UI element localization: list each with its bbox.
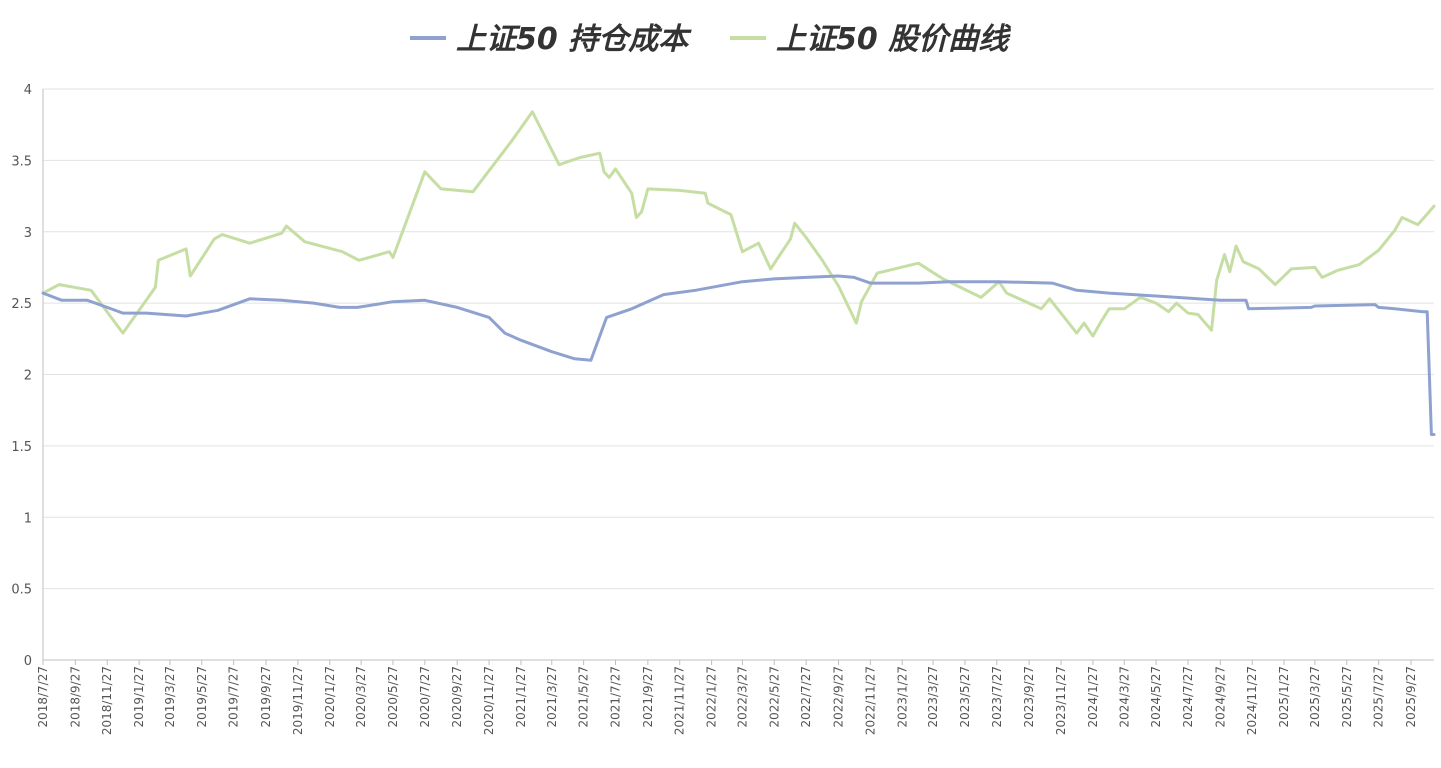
legend: 上证50 持仓成本 上证50 股价曲线 (410, 22, 1012, 57)
y-tick-label: 0 (24, 654, 32, 669)
x-tick-label: 2023/7/27 (990, 666, 1004, 728)
x-tick-label: 2019/3/27 (163, 666, 177, 728)
y-tick-label: 1.5 (11, 440, 32, 455)
x-tick-label: 2021/3/27 (545, 666, 559, 728)
y-tick-label: 4 (24, 83, 32, 98)
series-line-cost (41, 274, 1436, 436)
x-tick-label: 2024/5/27 (1149, 666, 1163, 728)
x-tick-label: 2023/1/27 (895, 666, 909, 728)
x-tick-label: 2020/1/27 (323, 666, 337, 728)
y-tick-label: 3.5 (11, 154, 32, 169)
x-tick-label: 2018/7/27 (36, 666, 50, 728)
x-tick-label: 2020/9/27 (450, 666, 464, 728)
x-tick-label: 2020/11/27 (482, 666, 496, 735)
x-tick-label: 2021/1/27 (514, 666, 528, 728)
series-line-price (41, 110, 1436, 338)
x-tick-label: 2019/9/27 (259, 666, 273, 728)
legend-label-price: 上证50 股价曲线 (776, 22, 1012, 57)
x-tick-label: 2022/11/27 (863, 666, 877, 735)
x-tick-label: 2021/5/27 (577, 666, 591, 728)
x-tick-label: 2022/1/27 (705, 666, 719, 728)
x-tick-label: 2024/1/27 (1086, 666, 1100, 728)
x-tick-label: 2022/3/27 (735, 666, 749, 728)
x-tick-label: 2019/7/27 (227, 666, 241, 728)
x-tick-label: 2025/7/27 (1372, 666, 1386, 728)
legend-label-cost: 上证50 持仓成本 (456, 22, 692, 57)
y-axis: 0 0.5 1 1.5 2 2.5 3 3.5 4 (11, 83, 32, 669)
x-tick-label: 2024/9/27 (1213, 666, 1227, 728)
x-tick-label: 2024/7/27 (1181, 666, 1195, 728)
x-tick-label: 2020/7/27 (418, 666, 432, 728)
x-tick-label: 2018/11/27 (100, 666, 114, 735)
x-tick-label: 2022/9/27 (832, 666, 846, 728)
gridlines (42, 88, 1434, 661)
y-tick-label: 3 (24, 226, 32, 241)
x-tick-label: 2020/3/27 (354, 666, 368, 728)
x-tick-label: 2024/3/27 (1117, 666, 1131, 728)
y-tick-label: 2 (24, 369, 32, 384)
x-tick-label: 2024/11/27 (1245, 666, 1259, 735)
x-tick-label: 2019/1/27 (132, 666, 146, 728)
x-tick-label: 2025/3/27 (1308, 666, 1322, 728)
x-tick-label: 2023/11/27 (1054, 666, 1068, 735)
y-tick-label: 0.5 (11, 583, 32, 598)
x-tick-label: 2021/9/27 (641, 666, 655, 728)
x-tick-label: 2020/5/27 (386, 666, 400, 728)
x-tick-label: 2025/5/27 (1340, 666, 1354, 728)
y-tick-label: 1 (24, 511, 32, 526)
x-tick-label: 2022/5/27 (767, 666, 781, 728)
x-tick-label: 2021/7/27 (608, 666, 622, 728)
x-tick-label: 2025/1/27 (1277, 666, 1291, 728)
x-tick-label: 2021/11/27 (673, 666, 687, 735)
x-axis: 2018/7/27 2018/9/27 2018/11/27 2019/1/27 201… (36, 660, 1418, 735)
x-tick-label: 2019/5/27 (195, 666, 209, 728)
x-tick-label: 2019/11/27 (291, 666, 305, 735)
x-tick-label: 2022/7/27 (799, 666, 813, 728)
x-tick-label: 2023/3/27 (926, 666, 940, 728)
x-tick-label: 2018/9/27 (68, 666, 82, 728)
x-tick-label: 2025/9/27 (1404, 666, 1418, 728)
y-tick-label: 2.5 (11, 297, 32, 312)
series-lines (41, 110, 1436, 436)
x-tick-label: 2023/5/27 (958, 666, 972, 728)
x-tick-label: 2023/9/27 (1022, 666, 1036, 728)
